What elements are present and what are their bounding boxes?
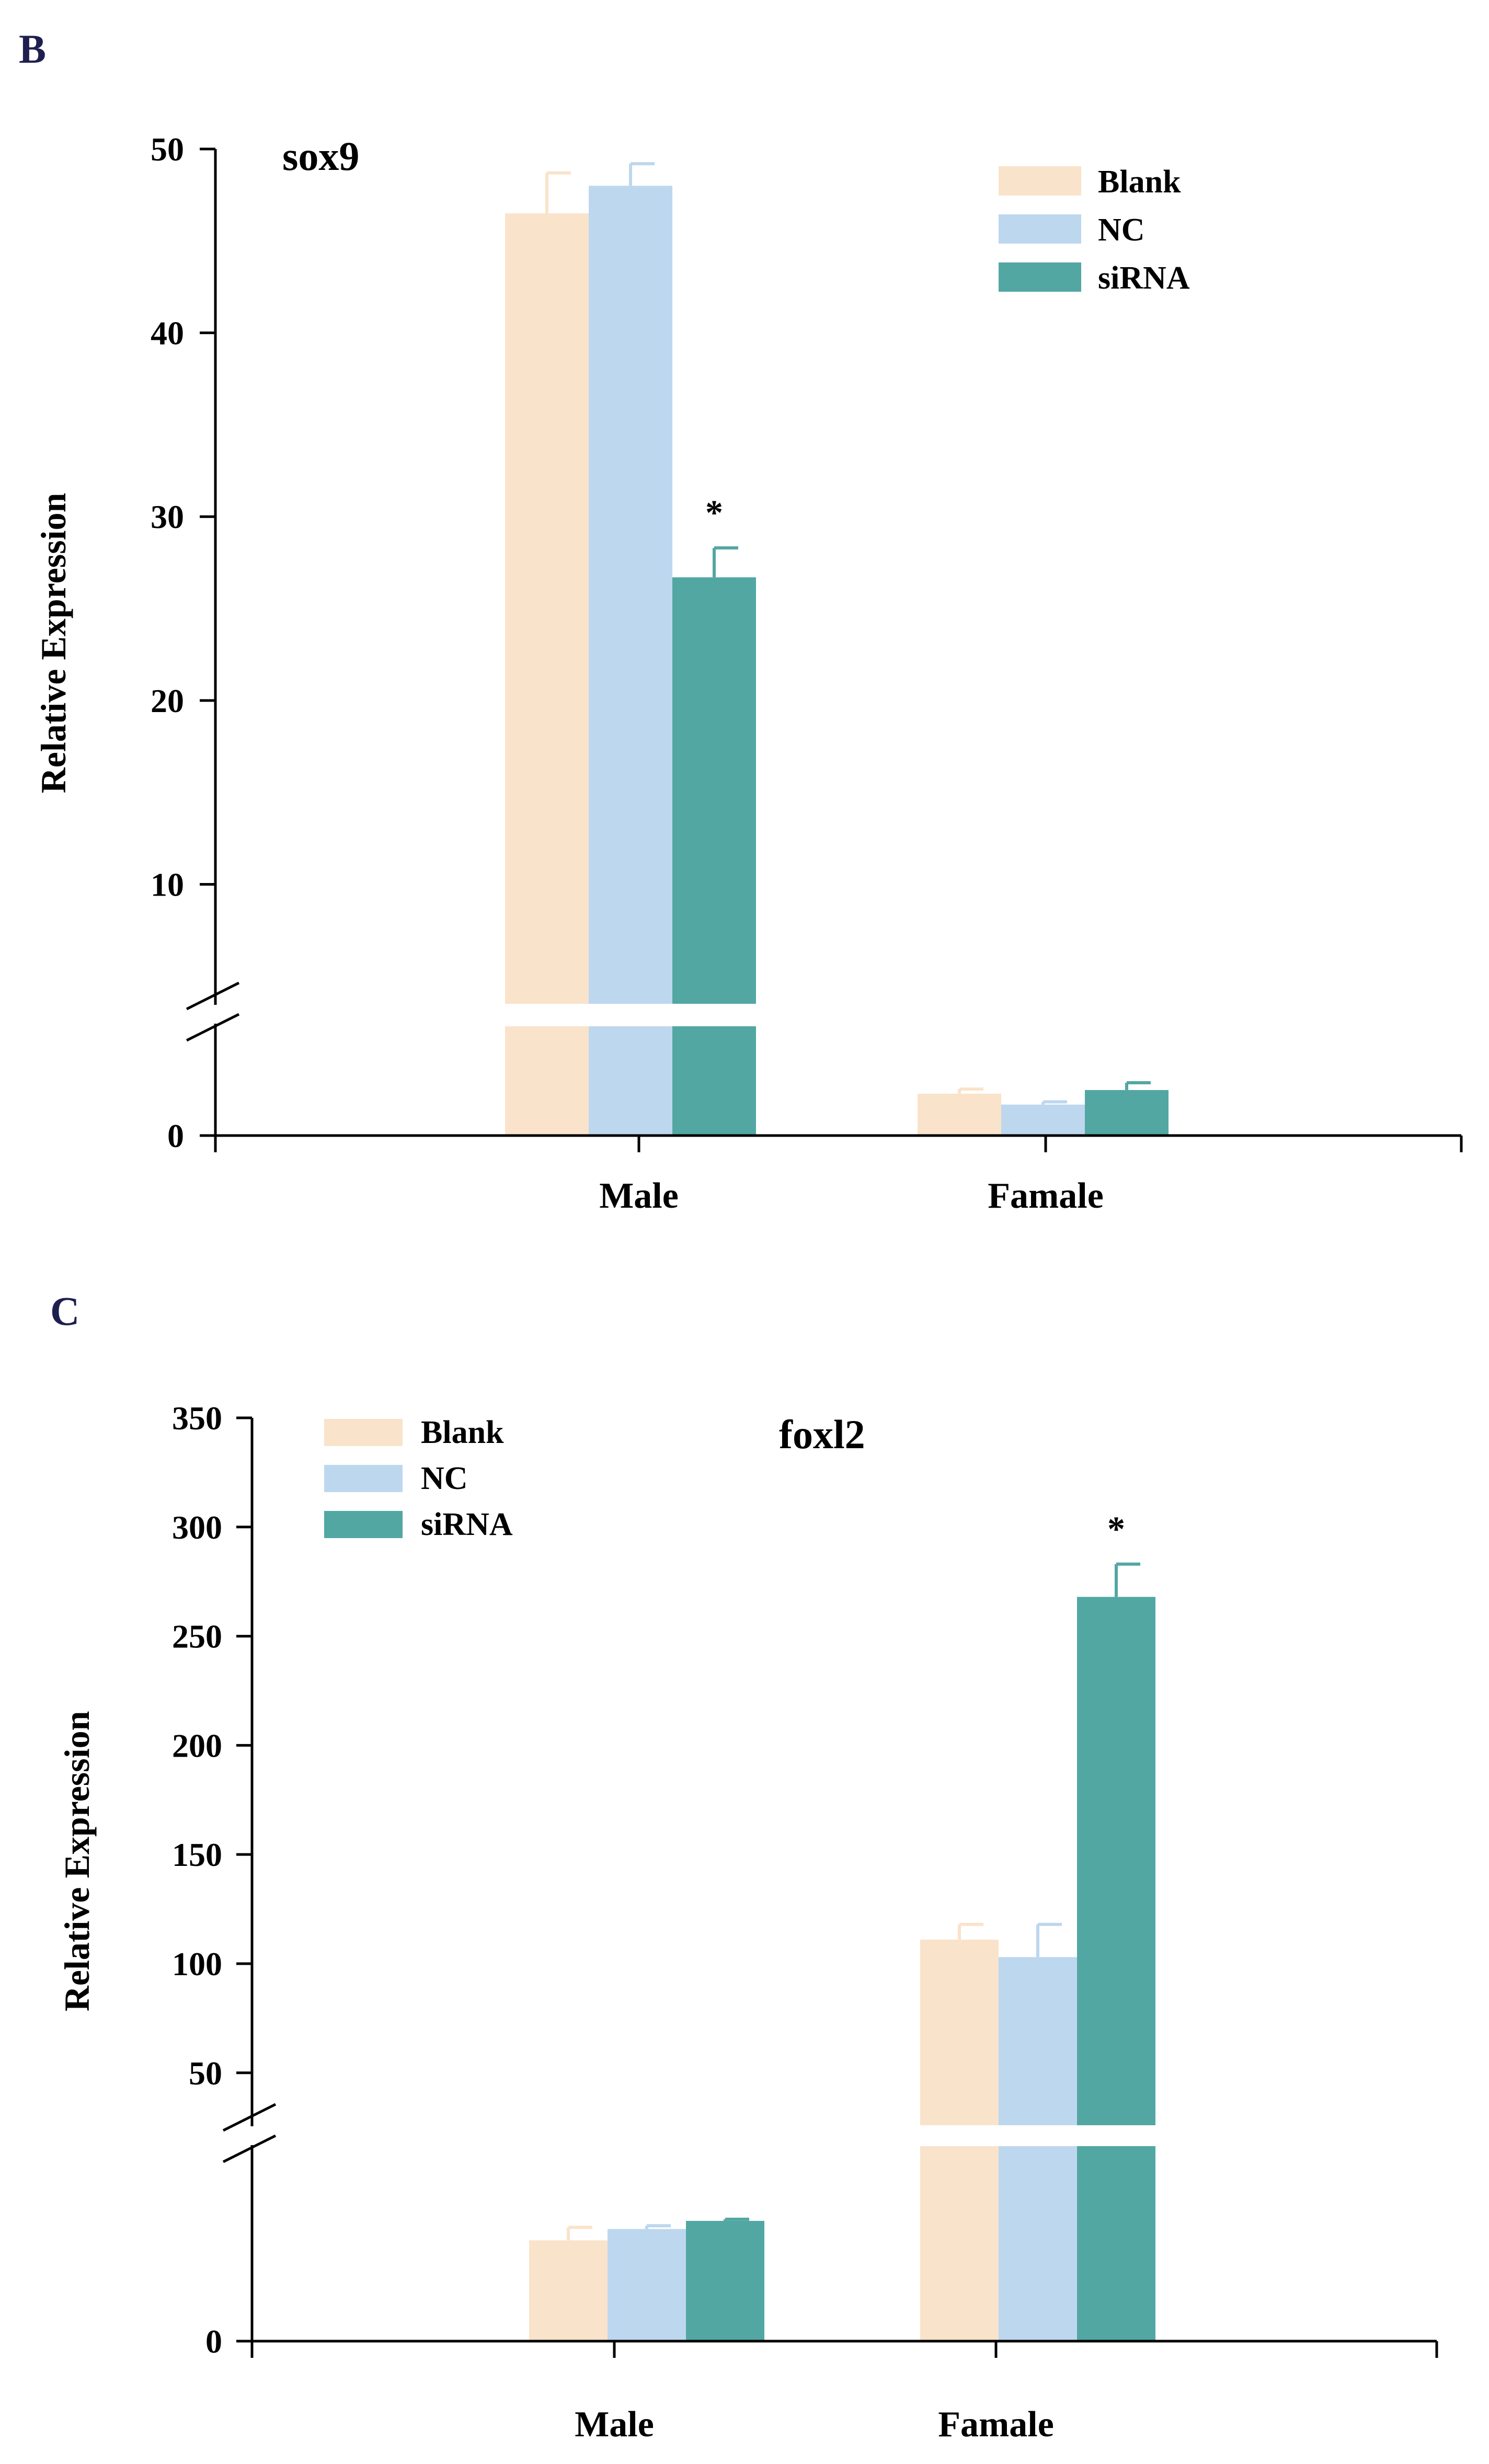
panel-b-legend-swatch-sirna	[999, 262, 1081, 292]
panel-b-title: sox9	[282, 133, 359, 179]
panel-b-y-tick-label: 0	[167, 1117, 184, 1154]
panel-c-bar-blank-famale-lower	[920, 2146, 999, 2341]
panel-b-x-category-label: Male	[599, 1176, 679, 1216]
panel-c-y-tick-label: 300	[172, 1509, 222, 1546]
panel-c-bar-sirna-male	[686, 2220, 764, 2341]
panel-b-axis-break-mark-1	[186, 981, 240, 1011]
panel-c-legend-swatch-blank	[324, 1419, 403, 1446]
panel-b-bars: *	[505, 162, 1169, 1136]
panel-c-bar-sirna-famale	[1077, 1597, 1155, 2125]
panel-b-chart: B sox9 Relative Expression * 10 20 30 40 50 0…	[19, 26, 1463, 1216]
panel-c-y-axis-label: Relative Expression	[57, 1711, 97, 2012]
panel-b-legend-swatch-nc	[999, 214, 1081, 244]
panel-b-y-tick-label: 20	[151, 682, 184, 719]
panel-c-y-tick-label: 0	[205, 2323, 222, 2360]
panel-b-y-axis-label: Relative Expression	[33, 493, 73, 794]
panel-b-legend-swatch-blank	[999, 166, 1081, 196]
panel-c-y-tick-label: 200	[172, 1727, 222, 1764]
panel-c-letter: C	[50, 1288, 79, 1334]
panel-c-axis-break-mark-2	[222, 2134, 277, 2163]
panel-c-title: foxl2	[779, 1412, 865, 1457]
panel-c-y-tick-label: 100	[172, 1945, 222, 1982]
panel-b-legend-label-blank: Blank	[1098, 164, 1181, 200]
panel-c-bar-blank-famale	[920, 1940, 999, 2125]
panel-c-legend-label-blank: Blank	[421, 1415, 504, 1450]
panel-b-bar-sirna-famale	[1085, 1090, 1169, 1136]
panel-b-bar-blank-famale	[918, 1093, 1001, 1136]
panel-c-bar-nc-male	[608, 2229, 686, 2341]
panel-b-y-tick-label: 10	[151, 866, 184, 903]
panel-c-y-tick-label: 250	[172, 1618, 222, 1655]
panel-b-x-category-label: Famale	[988, 1176, 1104, 1216]
panel-c-legend: Blank NC siRNA	[324, 1415, 513, 1542]
panel-b-bar-blank-male	[505, 213, 589, 1004]
panel-b-y-tick-label: 50	[151, 131, 184, 168]
panel-b-bar-nc-male	[589, 186, 672, 1004]
panel-c-x-category-label: Famale	[938, 2404, 1054, 2445]
panel-b-legend-label-nc: NC	[1098, 212, 1145, 248]
panel-c-bar-blank-male	[529, 2240, 608, 2341]
panel-b-legend-label-sirna: siRNA	[1098, 260, 1190, 296]
panel-c-legend-label-sirna: siRNA	[421, 1507, 513, 1542]
panel-b-y-tick-label: 30	[151, 498, 184, 535]
panel-b-bar-blank-male-lower	[505, 1026, 589, 1136]
panel-b-letter: B	[19, 26, 46, 72]
panel-b-bar-nc-male-lower	[589, 1026, 672, 1136]
panel-c-x-category-label: Male	[575, 2404, 654, 2445]
panel-b-axis-break-mark-2	[186, 1013, 240, 1042]
panel-b-legend: Blank NC siRNA	[999, 164, 1190, 296]
panel-c-y-tick-label: 50	[189, 2055, 222, 2092]
panel-c-chart: C foxl2 Relative Expression * 50 100 150 20…	[50, 1288, 1438, 2445]
panel-c-axis-break-mark-1	[222, 2103, 277, 2132]
panel-c-y-tick-label: 150	[172, 1836, 222, 1873]
panel-c-bar-sirna-famale-lower	[1077, 2146, 1155, 2341]
panel-c-bar-nc-famale-lower	[999, 2146, 1077, 2341]
panel-c-legend-swatch-nc	[324, 1465, 403, 1492]
panel-b-bar-sirna-male-lower	[672, 1026, 756, 1136]
panel-b-axes: 10 20 30 40 50 0 Male Famale	[151, 131, 1463, 1216]
panel-b-significance-marker: *	[705, 492, 723, 532]
panel-b-y-tick-label: 40	[151, 315, 184, 352]
panel-c-y-tick-label: 350	[172, 1400, 222, 1437]
panel-c-bars: *	[529, 1509, 1155, 2341]
panel-c-bar-nc-famale	[999, 1957, 1077, 2125]
panel-c-significance-marker: *	[1107, 1509, 1125, 1549]
panel-b-bar-nc-famale	[1001, 1104, 1085, 1136]
panel-b-bar-sirna-male	[672, 577, 756, 1004]
panel-c-axes: 50 100 150 200 250 300 350 0 Male Famale	[172, 1400, 1438, 2445]
panel-c-legend-swatch-sirna	[324, 1511, 403, 1538]
panel-c-legend-label-nc: NC	[421, 1461, 468, 1496]
